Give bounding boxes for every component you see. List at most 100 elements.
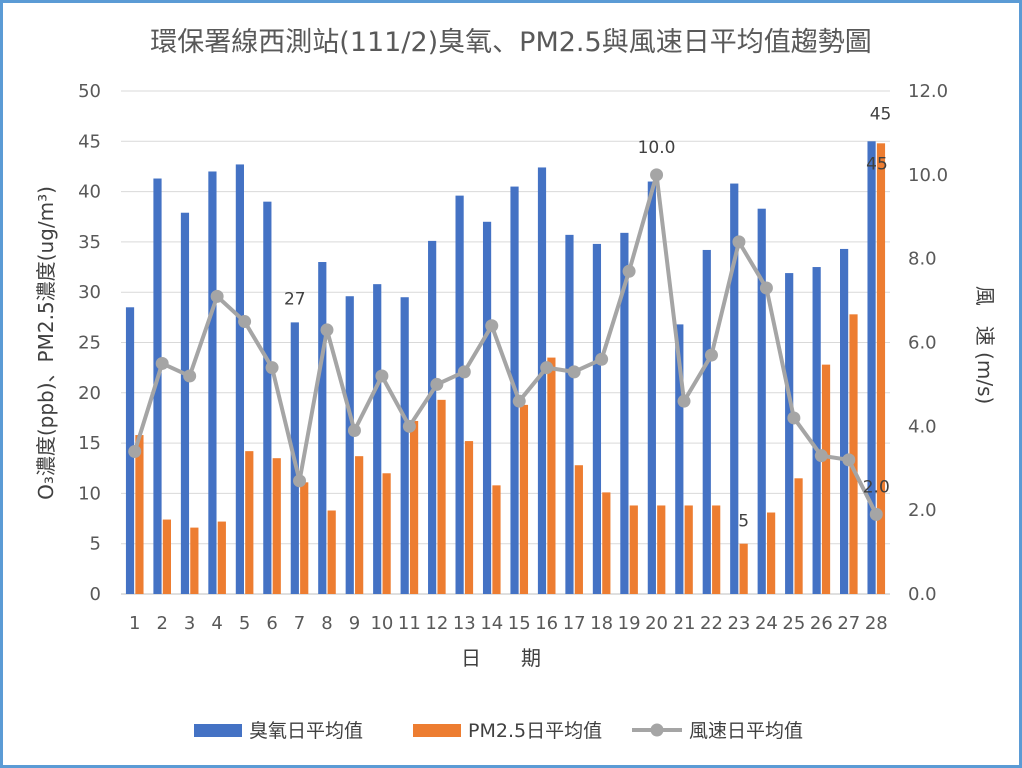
pm25-bar [629, 505, 638, 594]
y2-axis-title: 風 速 (m/s) [973, 286, 997, 405]
wind-speed-point [869, 507, 883, 521]
pm25-bar [190, 527, 199, 594]
legend-label: PM2.5日平均值 [468, 720, 602, 742]
wind-speed-point [485, 319, 499, 333]
ozone-bar [263, 201, 272, 594]
y-tick-label: 40 [78, 182, 101, 203]
x-tick-label: 10 [370, 613, 393, 634]
y2-tick-label: 4.0 [908, 416, 937, 437]
ozone-bar [153, 178, 162, 594]
wind-speed-point [787, 411, 801, 425]
pm25-bar [300, 482, 309, 594]
x-tick-label: 26 [810, 613, 833, 634]
ozone-bar [400, 297, 409, 594]
x-tick-label: 1 [129, 613, 140, 634]
pm25-bar [821, 364, 831, 594]
ozone-bar [592, 243, 602, 595]
data-labels: 27 45 5 45 10.0 2.0 [284, 104, 891, 531]
y-tick-label: 0 [90, 584, 101, 605]
wind-speed-point [128, 444, 142, 458]
pm25-bar [217, 521, 226, 594]
chart-title: 環保署線西測站(111/2)臭氧、PM2.5與風速日平均值趨勢圖 [150, 27, 871, 58]
x-tick-label: 11 [398, 613, 421, 634]
wind-speed-point [402, 419, 416, 433]
pm25-bar [464, 441, 474, 594]
ozone-bar [730, 183, 739, 594]
y2-tick-label: 10.0 [908, 165, 948, 186]
ozone-bar [840, 248, 849, 594]
x-tick-label: 4 [211, 613, 222, 634]
wind-speed-point [512, 394, 526, 408]
x-tick-label: 19 [618, 613, 641, 634]
pm25-bar [135, 435, 144, 594]
x-tick-label: 22 [700, 613, 723, 634]
pm25-bar [794, 478, 803, 594]
x-tick-label: 8 [321, 613, 332, 634]
wind-speed-line [132, 172, 879, 516]
pm25-bar [409, 420, 419, 594]
legend-label: 臭氧日平均值 [249, 720, 363, 742]
x-tick-label: 27 [837, 613, 860, 634]
pm25-bar [574, 465, 583, 594]
y-tick-label: 15 [78, 433, 101, 454]
wind-speed-point [375, 369, 389, 383]
wind-speed-point [622, 264, 636, 278]
x-tick-label: 16 [535, 613, 558, 634]
y-tick-label: 25 [78, 333, 101, 354]
line-series [128, 168, 883, 521]
pm25-bar [272, 458, 281, 594]
pm25-bar [382, 473, 391, 594]
x-tick-label: 7 [294, 613, 305, 634]
ozone-bar [428, 240, 437, 595]
wind-speed-point [704, 348, 718, 362]
data-label: 45 [870, 104, 892, 124]
pm25-bar [492, 485, 501, 594]
wind-speed-point [732, 235, 746, 249]
y-axis-title: O₃濃度(ppb)、PM2.5濃度(ug/m³) [34, 186, 58, 500]
wind-speed-point [155, 356, 169, 370]
ozone-bar [208, 171, 217, 595]
wind-speed-point [183, 369, 197, 383]
pm25-bar [547, 357, 556, 594]
wind-speed-point [320, 323, 334, 337]
pm25-bar [355, 456, 364, 594]
y2-tick-label: 6.0 [908, 333, 937, 354]
wind-speed-point [265, 361, 279, 375]
x-tick-label: 3 [184, 613, 195, 634]
ozone-bar [235, 164, 244, 595]
x-tick-label: 6 [266, 613, 277, 634]
pm25-bar [767, 512, 776, 594]
wind-speed-point [293, 474, 307, 488]
legend-swatch [413, 724, 461, 737]
x-tick-label: 14 [480, 613, 503, 634]
y2-tick-label: 12.0 [908, 81, 948, 102]
x-axis-ticks: 1 2 3 4 5 6 7 8 9 10 11 12 13 14 15 16 17 18 19 20 21 22 23 24 2… [129, 613, 888, 634]
pm25-bar [245, 451, 254, 594]
pm25-bar [602, 492, 611, 594]
pm25-bar [876, 143, 886, 594]
wind-speed-point [430, 377, 444, 391]
pm25-bar [162, 519, 171, 594]
pm25-bar [437, 399, 446, 594]
ozone-bar [482, 221, 492, 594]
y-tick-label: 30 [78, 282, 101, 303]
wind-speed-point [842, 453, 856, 467]
right-axis-ticks: 0.0 2.0 4.0 6.0 8.0 10.0 12.0 [908, 81, 948, 605]
ozone-bar [702, 249, 711, 594]
ozone-bar [867, 141, 876, 595]
y-tick-label: 45 [78, 131, 101, 152]
ozone-bar [345, 296, 354, 594]
pm25-bar [849, 314, 858, 594]
pm25-bar [712, 505, 721, 594]
pm25-bar [684, 505, 693, 594]
ozone-bar [318, 262, 327, 594]
wind-speed-point [677, 394, 691, 408]
legend-marker [650, 723, 664, 737]
x-tick-label: 12 [425, 613, 448, 634]
x-tick-label: 9 [349, 613, 360, 634]
ozone-bar [537, 167, 547, 594]
data-label: 27 [284, 289, 306, 309]
ozone-bar [675, 324, 684, 594]
x-tick-label: 18 [590, 613, 613, 634]
x-tick-label: 17 [563, 613, 586, 634]
